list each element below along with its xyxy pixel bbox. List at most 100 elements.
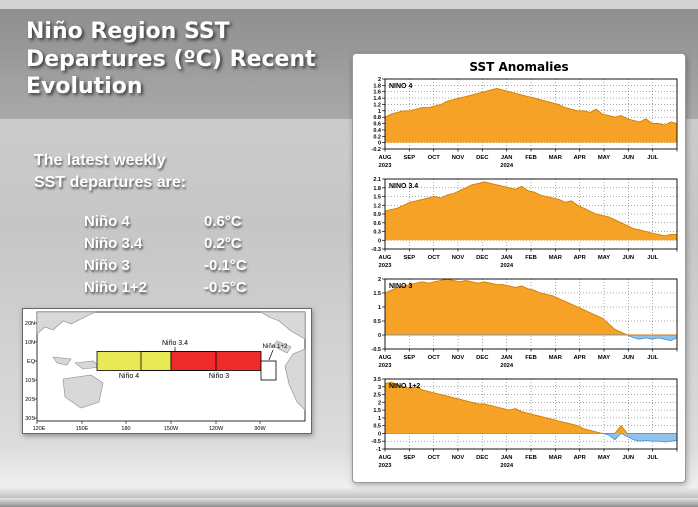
y-tick-label: 2 — [378, 77, 381, 83]
x-month-label: JUL — [647, 255, 658, 261]
y-tick-label: 3.5 — [373, 377, 381, 383]
x-month-label: DEC — [476, 155, 489, 161]
x-month-label: FEB — [525, 155, 537, 161]
region-label: Niño 1+2 — [84, 279, 147, 296]
y-tick-label: 1.2 — [373, 103, 381, 109]
x-month-label: JAN — [501, 455, 513, 461]
page-title-line-1: Niño Region SST — [26, 19, 230, 44]
x-month-label: OCT — [428, 155, 441, 161]
y-tick-label: 0.3 — [373, 230, 381, 236]
x-month-label: APR — [574, 155, 587, 161]
y-tick-label: 1 — [378, 416, 381, 422]
x-month-label: OCT — [428, 355, 441, 361]
x-month-label: MAY — [598, 355, 610, 361]
x-month-label: AUG — [379, 355, 392, 361]
lat-axis: 20N 10N EQ 10S 20S 30S — [25, 321, 37, 422]
table-row: Niño 3.4 0.2°C — [84, 235, 284, 252]
sst-panel-nino-3.4: 2.1 1.8 1.5 1.2 0.9 0.6 0.3 0 -0.3 AUG SEP OCT NOV DE… — [372, 177, 678, 269]
value-label: -0.5°C — [204, 279, 247, 296]
x-month-label: JUN — [622, 255, 634, 261]
x-year-label: 2023 — [379, 263, 393, 269]
plot-border — [384, 378, 678, 450]
x-month-label: FEB — [525, 355, 537, 361]
x-month-label: MAY — [598, 455, 610, 461]
x-month-label: JAN — [501, 155, 513, 161]
sst-panel-nino-4: 21.81.61.41.210.80.60.40.20-0.2 AUG SEP OCT… — [372, 77, 678, 169]
x-month-label: JUL — [647, 355, 658, 361]
y-tick-label: 1.5 — [373, 291, 381, 297]
x-month-label: FEB — [525, 455, 537, 461]
x-month-label: MAY — [598, 255, 610, 261]
y-tick-label: 1.5 — [373, 408, 381, 414]
lon-label: 150E — [76, 426, 89, 431]
y-tick-label: 0 — [378, 431, 381, 437]
x-month-label: DEC — [476, 455, 489, 461]
y-tick-label: -1 — [376, 447, 381, 453]
land-masses — [36, 311, 306, 411]
x-year-label: 2024 — [500, 163, 514, 169]
land-mass — [284, 348, 306, 411]
page-title-line-3: Evolution — [26, 74, 143, 99]
y-tick-label: 3 — [378, 385, 381, 391]
x-month-label: APR — [574, 455, 587, 461]
y-tick-label: 0.5 — [373, 319, 381, 325]
bottom-strip — [0, 498, 698, 507]
x-month-label: NOV — [452, 355, 465, 361]
sst-panels: 2 1.8 1.6 1.4 1.2 1 0.8 0.6 0.4 0.2 0 -0.2 AUG SEP OCT… — [353, 74, 685, 475]
panel-name-label: NINO 3.4 — [389, 183, 418, 190]
x-year-label: 2023 — [379, 363, 393, 369]
negative-line — [385, 432, 678, 443]
y-tick-label: -0.3 — [372, 247, 381, 253]
y-tick-label: 1 — [378, 305, 381, 311]
land-mass — [52, 356, 72, 366]
nino12-pointer-line — [268, 349, 274, 361]
y-tick-label: 0.5 — [373, 424, 381, 430]
x-month-label: SEP — [403, 355, 415, 361]
x-month-label: JUL — [647, 455, 658, 461]
lon-axis: 120E 150E 180 150W 120W 90W — [33, 421, 266, 431]
nino3-map-label: Niño 3 — [209, 373, 229, 380]
x-month-label: OCT — [428, 255, 441, 261]
y-tick-label: 1.6 — [373, 90, 381, 96]
negative-line — [385, 334, 678, 342]
sst-anomalies-card: SST Anomalies 2 1.8 1.6 1.4 1.2 1 0.8 0.6 0.4 0.2… — [352, 53, 686, 483]
x-month-label: JAN — [501, 355, 513, 361]
lat-label: 20S — [25, 397, 35, 403]
x-month-label: OCT — [428, 455, 441, 461]
land-mass — [259, 311, 306, 340]
y-tick-label: 1.8 — [373, 186, 381, 192]
x-month-label: DEC — [476, 255, 489, 261]
x-month-label: AUG — [379, 155, 392, 161]
x-month-label: MAR — [549, 455, 563, 461]
y-tick-label: 2 — [378, 400, 381, 406]
nino4-region-box — [96, 351, 172, 371]
sst-panel-nino-3: 2 1.5 1 0.5 0 -0.5 AUG SEP OCT NOV DEC JAN FEB MAR APR… — [372, 277, 678, 369]
chart-title: SST Anomalies — [469, 60, 569, 74]
lon-label: 90W — [254, 426, 266, 431]
x-month-label: DEC — [476, 355, 489, 361]
latest-departures-heading: The latest weekly SST departures are: — [34, 150, 186, 193]
y-tick-label: 0.4 — [373, 128, 382, 134]
y-tick-label: 2.1 — [373, 177, 381, 183]
positive-line — [384, 381, 677, 434]
departures-table: Niño 4 0.6°C Niño 3.4 0.2°C Niño 3 -0.1°… — [84, 213, 284, 301]
x-month-label: SEP — [403, 155, 415, 161]
y-tick-label: -0.5 — [372, 439, 381, 445]
x-year-label: 2024 — [500, 463, 514, 469]
lon-label: 120E — [33, 426, 46, 431]
y-tick-label: 1 — [378, 109, 381, 115]
subtitle-line-1: The latest weekly — [34, 152, 166, 169]
panel-name-label: NINO 4 — [389, 83, 412, 90]
nino4-map-label: Niño 4 — [119, 373, 139, 380]
positive-line — [384, 181, 677, 237]
positive-line — [384, 278, 677, 336]
sst-panel-nino-1-2: 3.5 3 2.52 1.5 1 0.50 -0.5 -1 AUG SEP OCT NOV DEC JAN… — [372, 377, 678, 469]
land-mass — [272, 340, 292, 354]
lat-label: 30S — [25, 416, 35, 422]
value-label: 0.2°C — [204, 235, 242, 252]
lon-label: 120W — [209, 426, 224, 431]
positive-area — [385, 88, 677, 143]
land-mass — [62, 374, 104, 409]
x-month-label: FEB — [525, 255, 537, 261]
x-month-label: JUN — [622, 155, 634, 161]
